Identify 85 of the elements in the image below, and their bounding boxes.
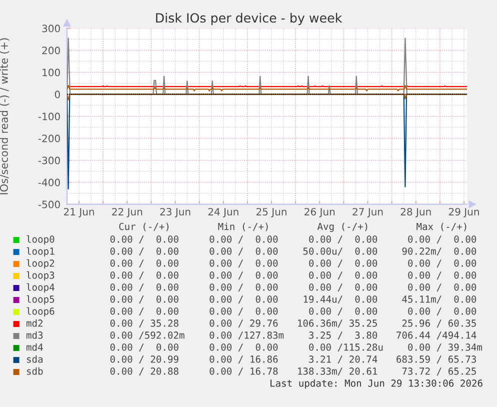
text: 0.00 / 0.00 xyxy=(210,344,278,352)
text: 45.11m/ 0.00 xyxy=(402,296,476,304)
text: 0.00 / 0.00 xyxy=(408,284,476,292)
x-tick-label: 23 Jun xyxy=(160,208,190,218)
text: 0.00 / 0.00 xyxy=(309,308,378,316)
text: 0.00 / 0.00 xyxy=(210,236,278,244)
text: Min (-/+) xyxy=(218,222,268,232)
text: 0.00 / 0.00 xyxy=(110,260,178,268)
x-tick-label: 26 Jun xyxy=(304,208,335,218)
text: 0.00 / 0.00 xyxy=(309,236,378,244)
legend-label: loop1 xyxy=(26,247,54,257)
text: 90.22m/ 0.00 xyxy=(402,248,476,256)
text: 0.00 / 0.00 xyxy=(110,344,178,352)
text: 0.00 / 29.76 xyxy=(210,320,278,328)
text: 0.00 / 0.00 xyxy=(210,284,278,292)
text: 0.00 / 39.34m xyxy=(408,344,482,352)
x-tick-label: 25 Jun xyxy=(256,208,286,218)
text: 0.00 /115.28u xyxy=(309,344,383,352)
legend-label: loop0 xyxy=(26,235,54,245)
x-tick-label: 28 Jun xyxy=(400,208,431,218)
y-tick-label: 100 xyxy=(42,68,60,76)
text: 0.00 / 0.00 xyxy=(210,296,278,304)
text: 73.72 / 65.25 xyxy=(402,368,476,376)
text: 683.59 / 65.73 xyxy=(396,356,476,364)
text: 0.00 / 0.00 xyxy=(110,248,178,256)
x-tick-label: 21 Jun xyxy=(64,208,94,218)
chart-title: Disk IOs per device - by week xyxy=(156,12,342,26)
y-tick-label: 200 xyxy=(42,46,60,54)
text: 19.44u/ 0.00 xyxy=(304,296,378,304)
x-tick-label: 27 Jun xyxy=(352,208,383,218)
text: 0.00 / 0.00 xyxy=(309,284,378,292)
y-tick-label: -500 xyxy=(38,200,60,208)
legend-label: loop2 xyxy=(26,259,54,269)
legend-label: loop4 xyxy=(26,283,54,293)
text: 138.33m/ 20.61 xyxy=(298,368,378,376)
x-tick-label: 29 Jun xyxy=(448,208,479,218)
text: 0.00 / 0.00 xyxy=(110,236,178,244)
text: 0.00 / 0.00 xyxy=(210,308,278,316)
y-tick-label: -200 xyxy=(38,134,60,142)
text: 0.00 / 0.00 xyxy=(408,236,476,244)
text: 3.21 / 20.74 xyxy=(309,356,378,364)
text: 50.00u/ 0.00 xyxy=(303,248,378,256)
text: 0.00 / 0.00 xyxy=(309,272,378,280)
legend-label: md4 xyxy=(26,343,43,351)
text: 25.96 / 60.35 xyxy=(402,320,476,328)
text: 0.00 / 0.00 xyxy=(110,308,178,316)
text: 0.00 / 0.00 xyxy=(408,260,476,268)
legend-label: sda xyxy=(26,355,42,363)
legend-label: loop5 xyxy=(26,295,54,305)
text: 0.00 / 16.78 xyxy=(210,368,278,376)
y-tick-label: -300 xyxy=(38,156,60,164)
text: 0.00 / 0.00 xyxy=(210,248,278,256)
y-tick-label: 0 xyxy=(54,90,60,98)
text: 106.36m/ 35.25 xyxy=(298,320,377,328)
text: Max (-/+) xyxy=(416,222,466,232)
text: Cur (-/+) xyxy=(119,222,168,232)
text: 0.00 /127.83m xyxy=(210,332,284,340)
text: 0.00 / 20.88 xyxy=(110,368,178,376)
text: 0.00 /592.02m xyxy=(110,332,184,340)
text: 0.00 / 0.00 xyxy=(408,308,476,316)
y-axis-title: IOs/second read (-) / write (+) xyxy=(0,38,10,194)
text: 0.00 / 20.99 xyxy=(110,356,178,364)
text: 0.00 / 0.00 xyxy=(110,272,178,280)
text: 0.00 / 0.00 xyxy=(210,260,278,268)
x-tick-label: 24 Jun xyxy=(208,208,238,218)
text: 0.00 / 0.00 xyxy=(210,272,278,280)
text: 3.25 / 3.80 xyxy=(309,332,378,340)
legend-label: sdb xyxy=(26,367,43,375)
text: 0.00 / 0.00 xyxy=(309,260,378,268)
y-tick-label: 300 xyxy=(42,24,60,32)
y-tick-label: -100 xyxy=(38,112,60,120)
text: 0.00 / 16.86 xyxy=(210,356,278,364)
text: 0.00 / 0.00 xyxy=(110,296,178,304)
text: 0.00 / 0.00 xyxy=(408,272,476,280)
text: 706.44 /494.14 xyxy=(396,332,476,340)
legend-label: md2 xyxy=(26,319,42,327)
legend-label: loop6 xyxy=(26,307,54,317)
text: Avg (-/+) xyxy=(317,222,368,232)
y-tick-label: -400 xyxy=(38,178,60,186)
text: 0.00 / 35.28 xyxy=(110,320,178,328)
x-tick-label: 22 Jun xyxy=(112,208,142,218)
legend-label: md3 xyxy=(26,331,43,339)
legend-label: loop3 xyxy=(26,271,54,281)
text: Last update: Mon Jun 29 13:30:06 2026 xyxy=(270,379,482,389)
text: 0.00 / 0.00 xyxy=(110,284,178,292)
